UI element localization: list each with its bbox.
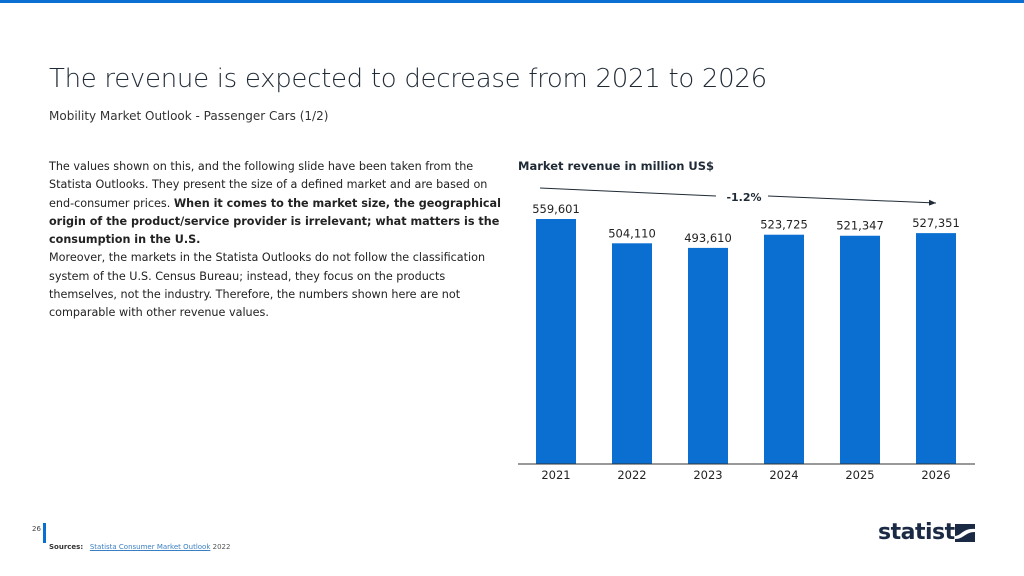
sources-label: Sources: [49, 543, 84, 551]
x-tick-label: 2025 [845, 468, 874, 482]
x-tick-label: 2021 [541, 468, 570, 482]
statista-logo-icon [955, 524, 975, 542]
trend-annotation: -1.2% [726, 191, 761, 204]
x-tick-label: 2024 [769, 468, 798, 482]
statista-logo: statista [878, 520, 969, 545]
page-subtitle: Mobility Market Outlook - Passenger Cars… [49, 109, 329, 123]
data-label: 527,351 [912, 216, 960, 230]
bar-2024 [764, 234, 804, 464]
chart-title: Market revenue in million US$ [518, 159, 715, 173]
trend-arrow-left [539, 187, 717, 197]
x-tick-label: 2023 [693, 468, 722, 482]
sources: Sources: Statista Consumer Market Outloo… [49, 543, 230, 551]
data-label: 523,725 [760, 218, 808, 232]
source-year: 2022 [210, 543, 231, 551]
bar-2022 [612, 243, 652, 464]
data-label: 493,610 [684, 231, 732, 245]
source-link[interactable]: Statista Consumer Market Outlook [89, 543, 211, 551]
bar-2023 [688, 247, 728, 464]
paragraph-1: The values shown on this, and the follow… [49, 160, 488, 210]
bar-2025 [840, 235, 880, 464]
page-number: 26 [32, 525, 41, 533]
data-label: 504,110 [608, 226, 656, 240]
page-title: The revenue is expected to decrease from… [49, 64, 767, 94]
bar-2026 [916, 233, 956, 464]
paragraph-1-bold: When it comes to the market size, the ge… [49, 196, 501, 247]
data-label: 559,601 [532, 202, 580, 216]
paragraph-2: Moreover, the markets in the Statista Ou… [49, 251, 486, 320]
x-tick-label: 2026 [921, 468, 950, 482]
page-accent-bar [43, 523, 46, 543]
description-text: The values shown on this, and the follow… [49, 158, 509, 323]
bar-2021 [536, 219, 576, 464]
x-tick-label: 2022 [617, 468, 646, 482]
data-label: 521,347 [836, 219, 884, 233]
top-accent-bar [0, 0, 1024, 3]
trend-arrow-right [767, 195, 937, 206]
